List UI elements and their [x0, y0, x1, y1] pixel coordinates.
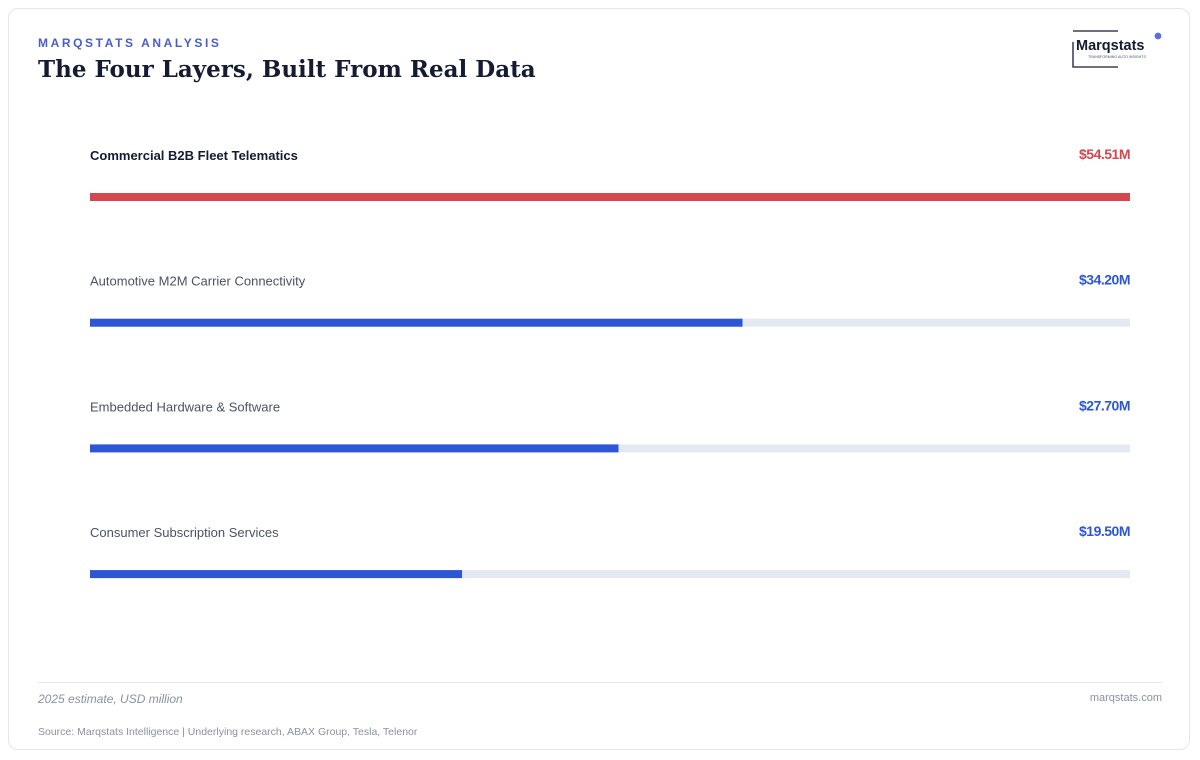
bar-label: Embedded Hardware & Software	[90, 399, 280, 414]
value-label: $34.20M	[1079, 272, 1130, 288]
bar-label: Automotive M2M Carrier Connectivity	[90, 274, 306, 289]
value-label: $27.70M	[1079, 397, 1130, 413]
bar	[90, 444, 619, 453]
source-text: Source: Marqstats Intelligence | Underly…	[38, 726, 418, 738]
logo-dot-icon	[1154, 32, 1162, 40]
bar	[90, 193, 1130, 201]
eyebrow-label: MARQSTATS ANALYSIS	[38, 36, 222, 50]
logo-wordmark: Marqstats	[1076, 38, 1145, 54]
footer-divider	[38, 682, 1162, 683]
bar-track	[90, 570, 1130, 579]
value-label: $19.50M	[1079, 523, 1130, 539]
logo-tagline: TRANSFORMING AUTO INSIGHTS	[1088, 55, 1146, 59]
bar-chart: Commercial B2B Fleet Telematics $54.51M Au…	[90, 146, 1131, 579]
page-title: The Four Layers, Built From Real Data	[38, 56, 536, 83]
chart-card	[8, 8, 1190, 750]
bar	[90, 570, 463, 579]
bar	[90, 318, 743, 327]
bar-label: Consumer Subscription Services	[90, 525, 279, 540]
site-link[interactable]: marqstats.com	[1089, 692, 1162, 704]
value-label: $54.51M	[1079, 146, 1130, 162]
marqstats-logo: Marqstats TRANSFORMING AUTO INSIGHTS	[1072, 30, 1162, 68]
footer-note: 2025 estimate, USD million	[38, 692, 183, 706]
bar-label: Commercial B2B Fleet Telematics	[90, 148, 298, 163]
